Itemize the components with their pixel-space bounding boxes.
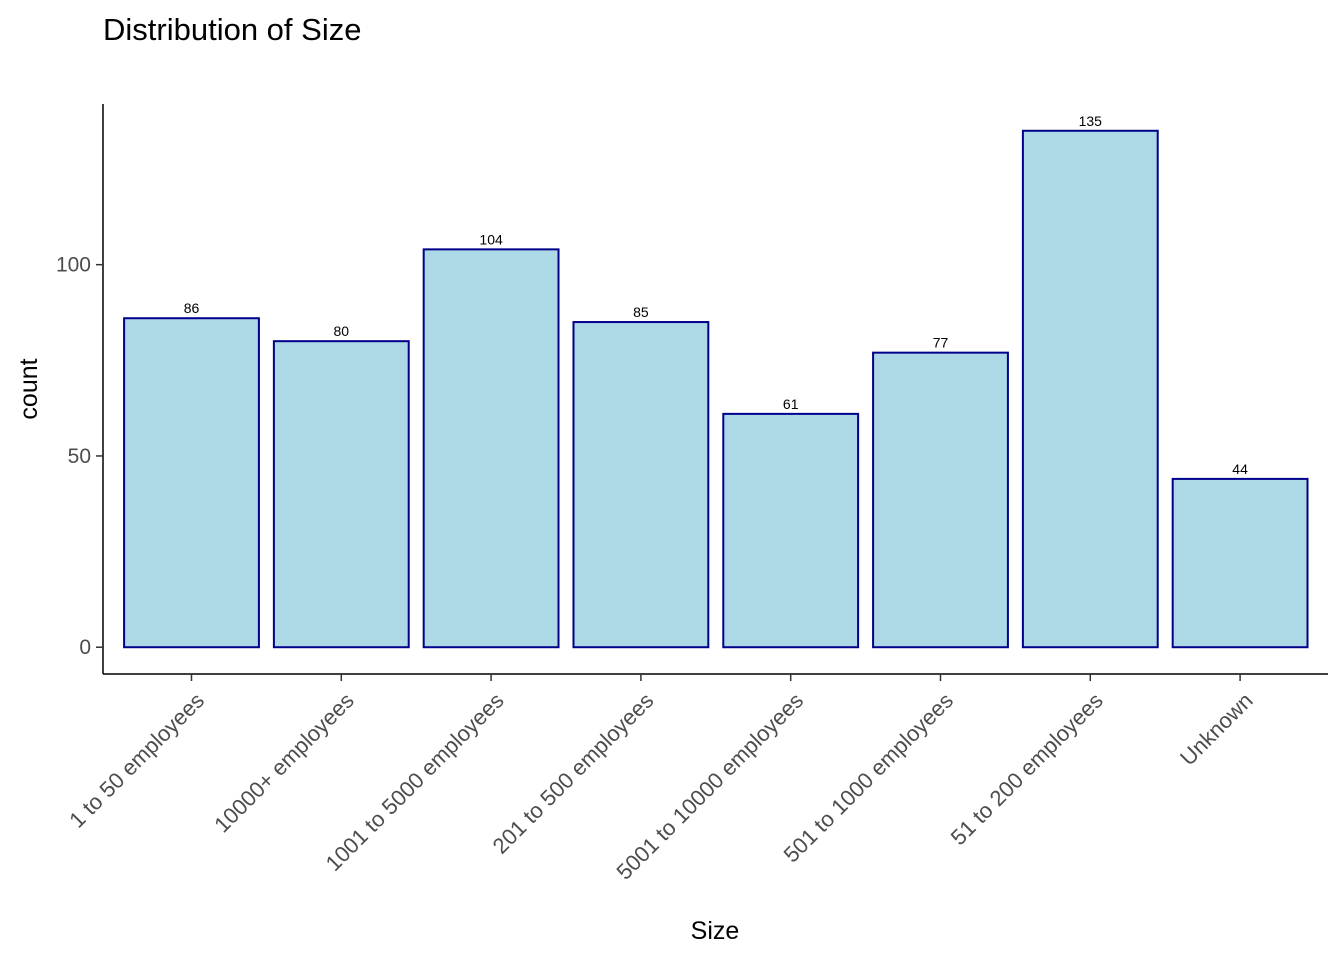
bar-5 [872,351,1009,649]
x-tick-label-6: 51 to 200 employees [946,688,1108,850]
bar-0 [123,317,260,649]
bar-3 [572,321,710,649]
x-axis-title: Size [691,917,740,945]
bar-value-label-2: 104 [479,231,503,247]
bar-7 [1171,477,1309,649]
bars-group [123,129,1309,649]
x-tick-label-2: 1001 to 5000 employees [321,688,509,876]
data-labels-group: 86 80 104 85 61 77 135 44 [184,113,1248,477]
chart-title: Distribution of Size [103,12,361,47]
bar-4 [722,412,860,649]
bar-value-label-6: 135 [1079,113,1103,129]
y-tick-label-1: 50 [68,445,91,468]
bar-value-label-1: 80 [334,323,350,339]
bar-value-label-5: 77 [933,335,949,351]
bar-6 [1021,129,1159,649]
x-tick-label-0: 1 to 50 employees [64,688,209,833]
bar-value-label-3: 85 [633,304,649,320]
bar-1 [272,340,410,649]
y-axis-title: count [15,358,43,419]
y-tick-label-2: 100 [56,254,91,277]
bar-value-label-7: 44 [1232,461,1248,477]
x-tick-label-3: 201 to 500 employees [488,688,659,859]
bar-2 [422,248,560,649]
y-tick-label-0: 0 [79,636,91,659]
bar-value-label-4: 61 [783,396,799,412]
x-tick-label-5: 501 to 1000 employees [779,688,958,867]
x-tick-label-7: Unknown [1175,688,1258,771]
y-axis: 0 50 100 [56,104,104,674]
x-tick-label-1: 10000+ employees [209,688,359,838]
bar-value-label-0: 86 [184,300,200,316]
